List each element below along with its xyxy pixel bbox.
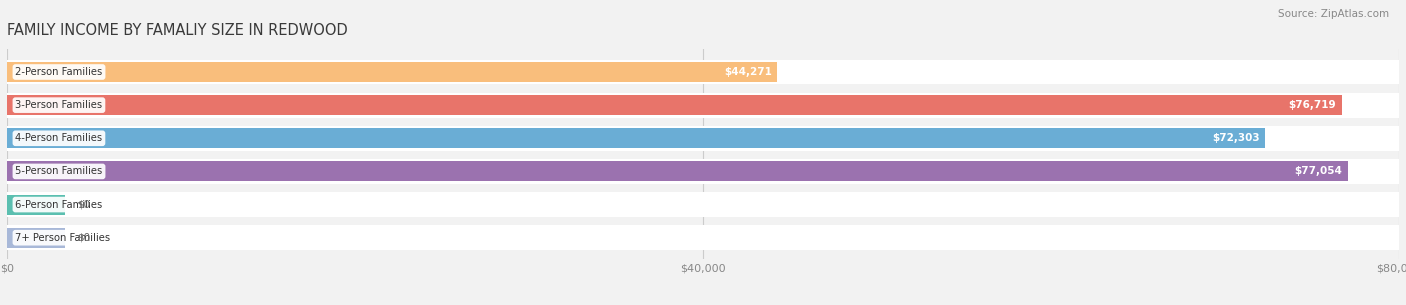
Text: 4-Person Families: 4-Person Families	[15, 133, 103, 143]
Text: 2-Person Families: 2-Person Families	[15, 67, 103, 77]
Bar	[7, 192, 1399, 217]
Bar	[7, 62, 778, 82]
Bar	[7, 228, 66, 248]
Text: $76,719: $76,719	[1289, 100, 1336, 110]
Text: 7+ Person Families: 7+ Person Families	[15, 233, 111, 243]
Bar	[7, 93, 1399, 117]
Bar	[7, 59, 1399, 84]
Bar	[7, 161, 1348, 181]
Bar	[7, 195, 66, 214]
Bar	[7, 126, 1399, 151]
Text: 5-Person Families: 5-Person Families	[15, 167, 103, 176]
Bar	[7, 128, 1265, 148]
Bar	[7, 159, 1399, 184]
Text: Source: ZipAtlas.com: Source: ZipAtlas.com	[1278, 9, 1389, 19]
Bar	[7, 95, 1341, 115]
Text: FAMILY INCOME BY FAMALIY SIZE IN REDWOOD: FAMILY INCOME BY FAMALIY SIZE IN REDWOOD	[7, 23, 347, 38]
Text: 3-Person Families: 3-Person Families	[15, 100, 103, 110]
Text: $72,303: $72,303	[1212, 133, 1260, 143]
Text: $77,054: $77,054	[1295, 167, 1343, 176]
Text: 6-Person Families: 6-Person Families	[15, 199, 103, 210]
Text: $44,271: $44,271	[724, 67, 772, 77]
Text: $0: $0	[77, 233, 90, 243]
Bar	[7, 225, 1399, 250]
Text: $0: $0	[77, 199, 90, 210]
